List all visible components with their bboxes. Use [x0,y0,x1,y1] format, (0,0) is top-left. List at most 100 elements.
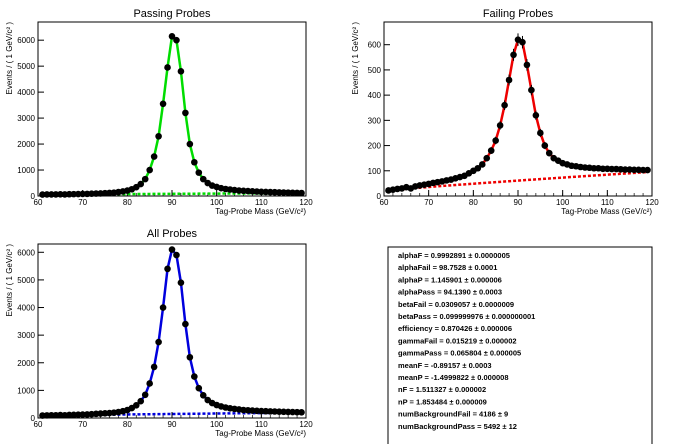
y-axis-label: Events / ( 1 GeV/c² ) [5,22,14,95]
plot-title: Failing Probes [483,8,554,20]
x-tick-label: 110 [255,420,268,429]
data-point [137,180,145,188]
data-point [528,86,535,94]
data-point [155,132,162,140]
data-point [199,175,207,183]
parameter-line: alphaP = 1.145901 ± 0.000006 [398,275,502,284]
data-point [177,68,185,75]
x-tick-label: 80 [123,198,132,207]
x-axis-label: Tag-Probe Mass (GeV/c²) [215,429,306,438]
plot-frame [37,21,307,197]
x-tick-label: 80 [123,420,132,429]
data-point [159,304,167,311]
data-point [150,363,158,371]
parameter-line: efficiency = 0.870426 ± 0.000006 [398,324,512,333]
x-tick-label: 120 [299,420,313,429]
data-point [496,122,504,129]
y-tick-label: 400 [368,91,382,100]
x-tick-label: 100 [210,198,224,207]
data-point [501,101,508,109]
data-point [173,36,180,44]
data-point [510,51,517,59]
x-tick-label: 60 [34,198,43,207]
data-point [159,100,167,108]
x-tick-label: 60 [380,198,389,207]
data-point [298,409,305,416]
y-tick-label: 6000 [17,248,35,257]
y-axis-label: Events / ( 1 GeV/c² ) [5,244,14,317]
data-point [532,112,540,119]
data-point [644,166,651,174]
data-point [186,353,194,361]
y-tick-label: 200 [368,142,382,151]
x-axis-label: Tag-Probe Mass (GeV/c²) [561,207,652,216]
parameter-line: meanF = -0.89157 ± 0.0003 [398,361,492,370]
y-tick-label: 1000 [17,166,35,175]
parameter-line: nF = 1.511327 ± 0.000002 [398,385,486,394]
parameter-line: alphaF = 0.9992891 ± 0.0000005 [398,251,510,260]
background-fit-line [388,170,648,192]
y-tick-label: 500 [368,66,382,75]
data-point [523,61,531,69]
plot-title: Passing Probes [133,8,211,20]
x-tick-label: 90 [168,198,177,207]
data-point [155,338,162,346]
data-point [177,279,185,286]
data-point [182,320,189,328]
data-point [168,246,176,253]
data-point [545,149,553,157]
data-point [146,380,153,387]
x-tick-label: 60 [34,420,43,429]
y-tick-label: 6000 [17,36,35,45]
y-tick-label: 2000 [17,140,35,149]
data-point [132,401,140,409]
data-point [191,373,198,380]
y-axis-label: Events / ( 1 GeV/c² ) [351,22,360,95]
failing-probes-panel: Failing Probes 60 70 80 90 100 110 120 0 100 200 30… [351,8,659,216]
x-tick-label: 70 [78,420,87,429]
x-tick-label: 100 [210,420,224,429]
x-tick-label: 100 [556,198,570,207]
x-tick-label: 110 [601,198,614,207]
x-tick-label: 80 [469,198,478,207]
data-point [164,64,171,71]
data-point [137,397,145,405]
parameter-line: meanP = -1.4999822 ± 0.000008 [398,373,509,382]
parameter-line: betaFail = 0.0309057 ± 0.0000009 [398,300,514,309]
y-tick-label: 5000 [17,276,35,285]
data-point [199,392,207,399]
y-tick-label: 300 [368,116,382,125]
parameter-line: numBackgroundPass = 5492 ± 12 [398,422,517,431]
data-point [483,154,491,162]
y-tick-label: 4000 [17,88,35,97]
y-tick-label: 0 [31,192,36,201]
passing-probes-panel: Passing Probes 60 70 80 90 100 110 120 0 1000 2000… [5,8,313,216]
y-tick-label: 3000 [17,114,35,123]
data-point [150,153,158,160]
signal-fit-line [42,33,302,196]
data-point [168,32,176,40]
data-point [186,140,194,148]
parameter-line: nP = 1.853484 ± 0.000009 [398,397,487,406]
data-point [146,166,153,174]
data-point [541,142,549,149]
parameter-line: betaPass = 0.099999976 ± 0.000000001 [398,312,535,321]
data-point [487,147,495,154]
all-probes-panel: All Probes 60 70 80 90 100 110 120 0 1000 2000 3000… [5,228,313,438]
data-point [298,189,305,197]
y-tick-label: 1000 [17,386,35,395]
parameter-line: gammaFail = 0.015219 ± 0.000002 [398,336,517,345]
fit-parameters-panel: alphaF = 0.9992891 ± 0.0000005 alphaFail … [387,246,653,444]
y-tick-label: 0 [31,414,36,423]
data-point [191,158,198,166]
data-point [505,76,513,84]
data-point [195,384,203,392]
data-point [195,169,203,176]
x-tick-label: 90 [514,198,523,207]
data-point [141,175,149,183]
parameter-line: alphaFail = 98.7528 ± 0.0001 [398,263,497,272]
x-tick-label: 110 [255,198,268,207]
data-point [182,109,189,117]
x-tick-label: 90 [168,420,177,429]
y-tick-label: 2000 [17,359,35,368]
